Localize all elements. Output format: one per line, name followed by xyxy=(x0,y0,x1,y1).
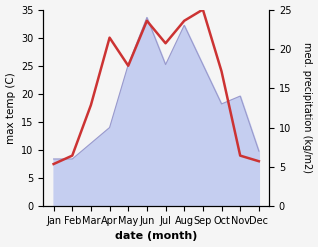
X-axis label: date (month): date (month) xyxy=(115,231,197,242)
Y-axis label: med. precipitation (kg/m2): med. precipitation (kg/m2) xyxy=(302,42,313,173)
Y-axis label: max temp (C): max temp (C) xyxy=(5,72,16,144)
